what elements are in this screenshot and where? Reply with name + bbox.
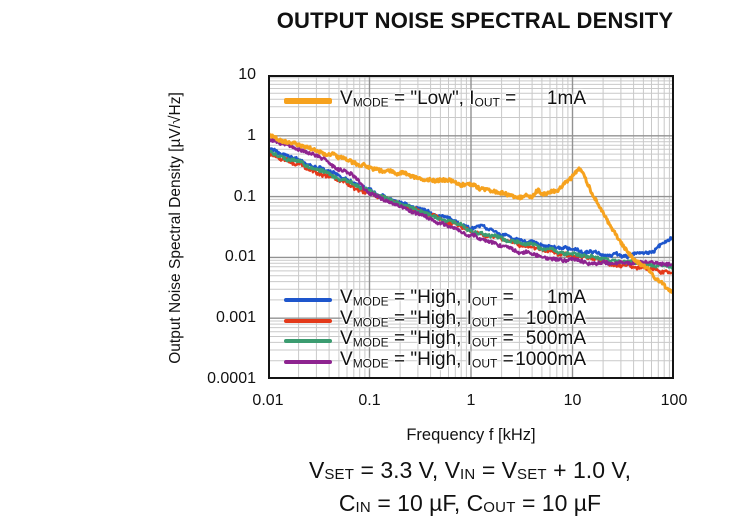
legend-label: VMODE = "High, IOUT = 1mA — [340, 288, 586, 312]
subscript: MODE — [352, 95, 389, 110]
text-segment: V — [340, 328, 353, 350]
subscript: OUT — [472, 295, 498, 310]
text-segment: = 10 µF, — [370, 489, 467, 516]
subscript: OUT — [472, 356, 498, 371]
plot-area — [268, 75, 674, 379]
text-segment: = "Low", — [388, 88, 470, 110]
curve-low_1mA — [268, 131, 674, 295]
legend-entry-high_100mA: VMODE = "High, IOUT = 100mA — [284, 307, 586, 333]
legend-entry-low_1mA: VMODE = "Low", IOUT = 1mA — [284, 89, 586, 113]
text-segment: = — [475, 457, 502, 483]
legend-color-line — [284, 298, 332, 303]
text-segment: C — [338, 489, 356, 516]
caption-line-1: VSET = 3.3 V, VIN = VSET + 1.0 V, — [200, 456, 738, 489]
y-tick-label: 0.01 — [224, 248, 256, 266]
subscript: OUT — [483, 498, 516, 516]
caption-line-2: CIN = 10 µF, COUT = 10 µF — [200, 489, 738, 522]
text-segment: I — [466, 328, 473, 350]
legend-value: 100mA — [525, 307, 586, 329]
subscript: OUT — [472, 315, 498, 330]
chart-title: OUTPUT NOISE SPECTRAL DENSITY — [276, 8, 674, 33]
subscript: IN — [355, 498, 371, 516]
grid-major — [268, 75, 674, 379]
legend-label: VMODE = "High, IOUT = 100mA — [340, 307, 586, 333]
x-tick-label: 1 — [466, 392, 476, 409]
plot-frame — [268, 75, 674, 379]
subscript: MODE — [352, 356, 389, 371]
y-axis-label: Output Noise Spectral Density [µV/√Hz] — [167, 92, 184, 364]
text-segment: V — [444, 457, 461, 483]
x-axis-label: Frequency f [kHz] — [406, 426, 536, 444]
text-segment: = "High, — [388, 287, 467, 309]
subscript: OUT — [474, 95, 500, 110]
x-tick-label: 0.01 — [252, 392, 284, 409]
text-segment: = "High, — [388, 348, 467, 370]
text-segment: = — [497, 328, 514, 350]
text-segment: V — [340, 348, 353, 370]
y-tick-label: 10 — [238, 66, 256, 83]
legend-low-mode: VMODE = "Low", IOUT = 1mA — [284, 89, 586, 113]
text-segment: = "High, — [388, 307, 467, 329]
y-tick-label: 0.001 — [215, 309, 256, 327]
legend-entry-high_1mA: VMODE = "High, IOUT = 1mA — [284, 288, 586, 312]
text-segment: I — [466, 287, 473, 309]
curve-high_1000mA — [268, 137, 674, 268]
subscript: MODE — [352, 315, 389, 330]
subscript: SET — [324, 465, 355, 483]
y-tick-label: 0.1 — [233, 187, 256, 205]
text-segment: = "High, — [388, 328, 467, 350]
curve-high_500mA — [268, 148, 674, 271]
legend-color-line — [284, 318, 332, 323]
text-segment: I — [469, 88, 475, 110]
legend-label: VMODE = "High, IOUT = 500mA — [340, 329, 586, 353]
x-tick-label: 100 — [660, 392, 688, 409]
text-segment: V — [340, 88, 353, 110]
legend-value: 1000mA — [515, 348, 586, 370]
text-segment: = 3.3 V, — [354, 457, 445, 483]
text-segment: C — [466, 489, 484, 516]
legend-color-line — [284, 359, 332, 364]
legend-label: VMODE = "Low", IOUT = 1mA — [340, 89, 586, 113]
subscript: OUT — [472, 336, 498, 351]
subscript: IN — [460, 465, 476, 483]
legend-label: VMODE = "High, IOUT = 1000mA — [340, 348, 586, 374]
text-segment: = — [497, 287, 514, 309]
test-conditions-caption: VSET = 3.3 V, VIN = VSET + 1.0 V, CIN = … — [200, 456, 738, 522]
text-segment: I — [466, 307, 473, 329]
text-segment: = 10 µF — [515, 489, 602, 516]
y-tick-label: 0.0001 — [207, 370, 256, 387]
text-segment: V — [308, 457, 325, 483]
text-segment: = — [497, 348, 514, 370]
text-segment: V — [340, 307, 353, 329]
x-tick-label: 0.1 — [358, 392, 381, 409]
subscript: SET — [517, 465, 547, 483]
text-segment: I — [466, 348, 473, 370]
subscript: MODE — [352, 336, 389, 351]
legend-color-line — [284, 98, 332, 104]
x-tick-label: 10 — [563, 392, 582, 409]
legend-value: 1mA — [546, 287, 586, 309]
legend-value: 500mA — [525, 328, 586, 350]
y-tick-label: 1 — [247, 126, 256, 144]
text-segment: + 1.0 V, — [546, 457, 631, 483]
text-segment: = — [497, 307, 514, 329]
text-segment: V — [340, 287, 353, 309]
legend-entry-high_500mA: VMODE = "High, IOUT = 500mA — [284, 329, 586, 353]
subscript: MODE — [352, 295, 389, 310]
text-segment: V — [501, 457, 518, 483]
legend-high-mode: VMODE = "High, IOUT = 1mA VMODE = "High, I… — [284, 288, 586, 374]
legend-color-line — [284, 339, 332, 344]
legend-entry-high_1000mA: VMODE = "High, IOUT = 1000mA — [284, 348, 586, 374]
legend-value: 1mA — [546, 88, 586, 110]
text-segment: = — [499, 88, 517, 110]
